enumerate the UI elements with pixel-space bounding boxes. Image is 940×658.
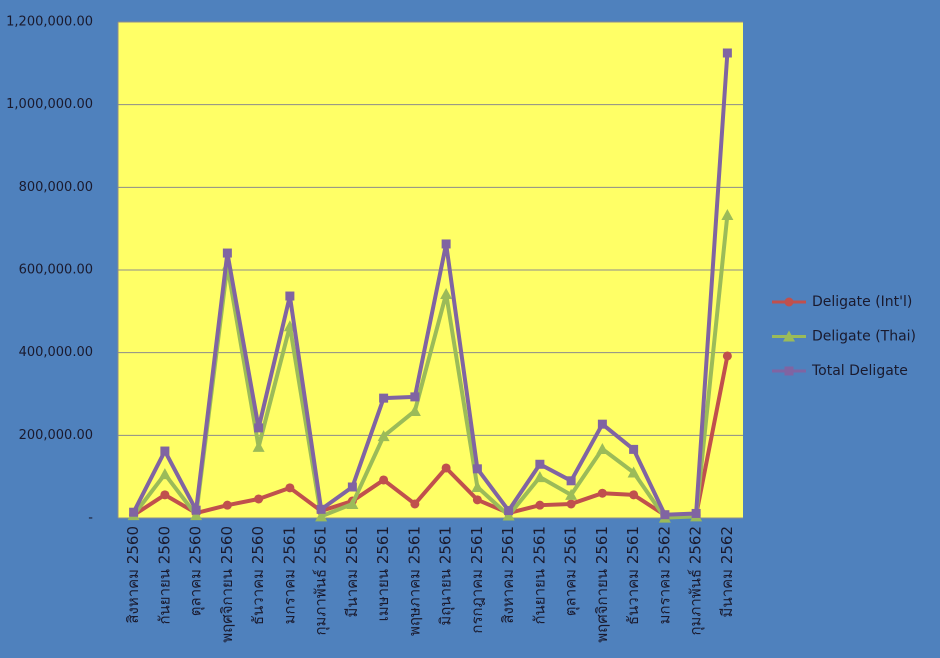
- data-point: [285, 291, 295, 301]
- data-point: [252, 440, 265, 452]
- data-point: [160, 446, 170, 456]
- x-tick-label: พฤศจิกายน 2561: [593, 526, 611, 643]
- x-tick-label: มิถุนายน 2561: [437, 526, 456, 626]
- data-point: [535, 459, 545, 469]
- data-point: [597, 488, 607, 498]
- y-tick-label: 1,200,000.00: [6, 15, 93, 30]
- x-tick-label: พฤศจิกายน 2560: [218, 526, 236, 643]
- data-point: [315, 510, 328, 522]
- data-point: [629, 444, 639, 454]
- data-point: [472, 464, 482, 474]
- y-tick-label: 1,000,000.00: [6, 97, 93, 112]
- x-tick-label: มีนาคม 2562: [718, 526, 736, 617]
- y-tick-label: 800,000.00: [19, 180, 93, 195]
- x-tick-label: กันยายน 2561: [530, 526, 548, 625]
- x-tick-label: กุมภาพันธ์ 2562: [687, 526, 706, 636]
- y-tick-label: 400,000.00: [19, 345, 93, 360]
- series-line: [132, 355, 730, 518]
- data-point: [533, 471, 546, 483]
- data-point: [535, 500, 545, 510]
- data-point: [566, 476, 576, 486]
- data-point: [722, 351, 732, 361]
- data-point: [722, 48, 732, 58]
- data-point: [660, 510, 670, 520]
- data-point: [691, 508, 701, 518]
- y-tick-label: 200,000.00: [19, 428, 93, 443]
- data-point: [316, 504, 326, 514]
- data-point: [504, 506, 514, 516]
- data-point: [129, 507, 139, 517]
- x-tick-label: ธันวาคม 2560: [249, 526, 267, 625]
- data-point: [565, 488, 578, 500]
- data-point: [377, 430, 390, 442]
- x-tick-label: สิงหาคม 2561: [499, 526, 517, 624]
- series-line: [132, 214, 730, 520]
- legend-marker: [784, 366, 794, 376]
- data-point: [440, 287, 453, 299]
- data-point: [408, 404, 421, 416]
- data-point: [379, 475, 389, 485]
- y-tick-label: -: [88, 511, 93, 526]
- x-tick-label: เมษายน 2561: [374, 526, 392, 621]
- x-tick-label: พฤษภาคม 2561: [405, 526, 423, 636]
- data-point: [410, 499, 420, 509]
- x-tick-label: กันยายน 2560: [155, 526, 173, 625]
- data-point: [347, 482, 357, 492]
- legend-marker: [783, 330, 795, 342]
- x-tick-label: มีนาคม 2561: [343, 526, 361, 617]
- x-tick-label: กรกฎาคม 2561: [468, 526, 486, 634]
- data-point: [379, 393, 389, 403]
- data-point: [596, 442, 609, 454]
- data-point: [471, 481, 484, 492]
- x-tick-label: กุมภาพันธ์ 2561: [312, 526, 331, 636]
- data-point: [254, 494, 264, 504]
- data-point: [629, 490, 639, 500]
- data-point: [222, 500, 232, 510]
- data-point: [410, 392, 420, 402]
- data-point: [566, 499, 576, 509]
- legend-label: Deligate (Thai): [812, 329, 916, 345]
- data-point: [222, 248, 232, 258]
- y-tick-label: 600,000.00: [19, 263, 93, 278]
- data-point: [597, 419, 607, 429]
- series-line: [131, 52, 730, 517]
- x-tick-label: มกราคม 2561: [280, 526, 298, 624]
- data-point: [160, 490, 170, 500]
- legend-label: Deligate (Int'l): [812, 294, 912, 310]
- x-tick-label: ธันวาคม 2561: [624, 526, 642, 625]
- x-tick-label: ตุลาคม 2561: [562, 526, 581, 616]
- data-point: [285, 483, 295, 493]
- x-tick-label: ตุลาคม 2560: [187, 526, 206, 616]
- data-point: [254, 423, 264, 433]
- data-point: [721, 209, 734, 221]
- data-point: [346, 497, 359, 509]
- data-point: [441, 239, 451, 249]
- data-point: [441, 463, 451, 473]
- legend-marker: [784, 297, 794, 307]
- data-point: [191, 505, 201, 515]
- x-tick-label: มกราคม 2562: [655, 526, 673, 624]
- data-point: [158, 468, 171, 480]
- data-point: [472, 495, 482, 505]
- legend-label: Total Deligate: [811, 363, 908, 379]
- data-point: [627, 466, 640, 478]
- x-tick-label: สิงหาคม 2560: [124, 526, 142, 624]
